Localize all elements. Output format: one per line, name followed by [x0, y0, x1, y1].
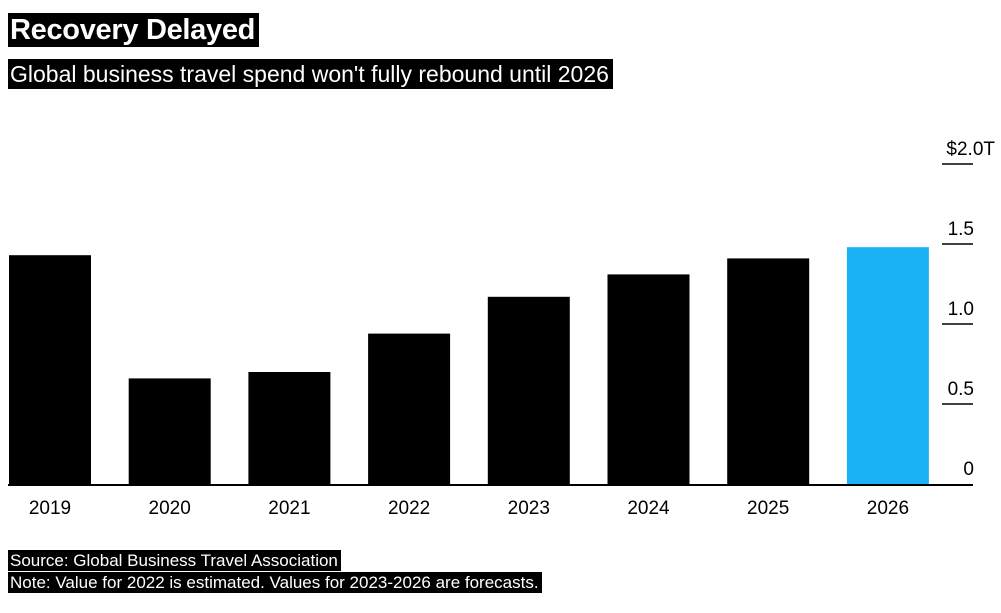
bar-2021	[248, 372, 331, 484]
y-tick-label-2: $2.0T	[946, 139, 995, 160]
bar-2026	[846, 247, 929, 484]
bar-2024	[607, 274, 690, 484]
chart-subtitle: Global business travel spend won't fully…	[8, 59, 613, 89]
y-tick-label-1: 1.0	[948, 299, 974, 320]
x-tick-label-2026: 2026	[867, 498, 909, 519]
x-tick-label-2019: 2019	[29, 498, 71, 519]
x-tick-label-2023: 2023	[508, 498, 550, 519]
bar-2020	[128, 378, 211, 484]
bar-2022	[368, 333, 451, 484]
x-tick-label-2022: 2022	[388, 498, 430, 519]
source-note: Source: Global Business Travel Associati…	[8, 550, 341, 571]
bar-2019	[9, 255, 91, 484]
bar-2025	[727, 258, 810, 484]
chart-title: Recovery Delayed	[8, 13, 260, 47]
forecast-note: Note: Value for 2022 is estimated. Value…	[8, 572, 542, 593]
x-tick-label-2021: 2021	[268, 498, 310, 519]
y-tick-label-1-5: 1.5	[948, 219, 974, 240]
x-tick-label-2025: 2025	[747, 498, 789, 519]
x-tick-label-2024: 2024	[627, 498, 670, 519]
y-tick-label-0: 0	[963, 459, 974, 480]
x-tick-label-2020: 2020	[149, 498, 191, 519]
bar-2023	[487, 296, 570, 484]
y-tick-label-0-5: 0.5	[948, 379, 974, 400]
